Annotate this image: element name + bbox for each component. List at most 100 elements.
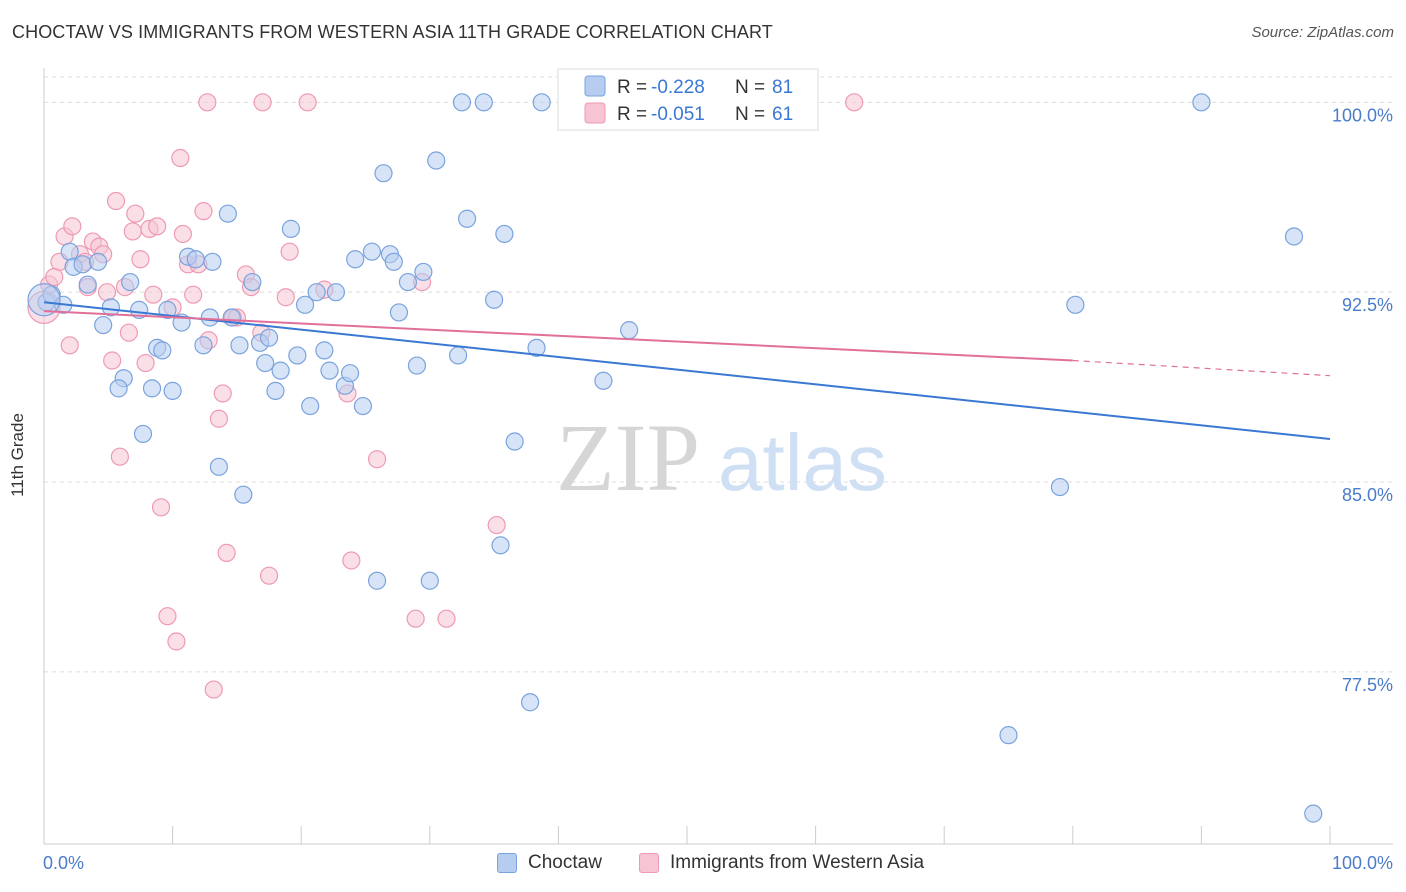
choctaw-point-5 xyxy=(73,255,92,274)
choctaw-point-19 xyxy=(163,381,182,400)
choctaw-point-36 xyxy=(271,361,290,380)
immigrants-point-58 xyxy=(298,93,317,112)
choctaw-point-44 xyxy=(326,283,346,302)
immigrants-point-38 xyxy=(213,384,232,403)
legend-item-immigrants: Immigrants from Western Asia xyxy=(639,852,924,874)
immigrants-point-36 xyxy=(204,680,223,699)
choctaw-point-22 xyxy=(186,250,205,269)
legend-r-value-2: -0.051 xyxy=(651,104,705,125)
immigrants-point-56 xyxy=(198,93,217,112)
choctaw-point-34 xyxy=(259,328,279,347)
choctaw-point-55 xyxy=(398,272,418,292)
choctaw-point-17 xyxy=(153,341,172,360)
immigrants-point-29 xyxy=(171,148,190,168)
choctaw-point-62 xyxy=(457,209,477,228)
immigrants-trend-extension xyxy=(1072,359,1331,377)
immigrants-point-30 xyxy=(173,224,192,244)
y-tick-label-3: 100.0% xyxy=(1332,105,1393,125)
choctaw-point-43 xyxy=(320,361,339,380)
immigrants-point-52 xyxy=(406,609,425,628)
immigrants-point-50 xyxy=(342,551,361,570)
choctaw-point-54 xyxy=(389,303,409,322)
choctaw-point-66 xyxy=(491,536,510,555)
choctaw-point-67 xyxy=(505,432,524,451)
choctaw-point-6 xyxy=(78,275,97,294)
immigrants-point-39 xyxy=(217,543,236,562)
immigrants-point-57 xyxy=(253,93,272,112)
choctaw-point-65 xyxy=(495,224,514,244)
choctaw-point-71 xyxy=(594,371,613,390)
axes xyxy=(43,68,1393,845)
choctaw-point-48 xyxy=(353,396,373,416)
choctaw-point-39 xyxy=(295,295,315,314)
immigrants-point-1 xyxy=(45,267,64,287)
choctaw-point-8 xyxy=(94,315,113,335)
choctaw-point-46 xyxy=(340,364,360,383)
legend-r-label-1: R = xyxy=(617,77,647,98)
immigrants-point-45 xyxy=(259,566,279,585)
choctaw-point-57 xyxy=(414,262,433,282)
choctaw-point-25 xyxy=(203,252,222,271)
immigrants-point-32 xyxy=(184,285,203,304)
choctaw-point-29 xyxy=(230,336,249,355)
immigrants-point-4 xyxy=(60,336,79,355)
choctaw-point-38 xyxy=(288,346,307,365)
choctaw-point-80 xyxy=(27,283,61,317)
choctaw-point-11 xyxy=(109,379,128,398)
choctaw-point-53 xyxy=(384,252,403,271)
choctaw-point-24 xyxy=(200,308,219,327)
choctaw-point-35 xyxy=(266,381,285,400)
choctaw-point-27 xyxy=(218,204,237,223)
choctaw-point-30 xyxy=(234,485,253,504)
choctaw-point-41 xyxy=(307,283,326,302)
legend-n-label-1: N = xyxy=(735,77,765,98)
choctaw-point-42 xyxy=(315,341,334,360)
immigrants-point-14 xyxy=(106,191,126,211)
immigrants-point-17 xyxy=(119,323,138,342)
choctaw-point-9 xyxy=(101,298,120,317)
y-tick-label-0: 77.5% xyxy=(1342,675,1393,695)
immigrants-point-18 xyxy=(123,222,142,241)
legend-r-label-2: R = xyxy=(617,104,647,125)
choctaw-point-79 xyxy=(1304,804,1323,823)
choctaw-point-50 xyxy=(367,571,387,590)
immigrants-point-46 xyxy=(276,288,295,307)
y-tick-labels: 77.5% 85.0% 92.5% 100.0% xyxy=(1332,105,1393,695)
legend-item-choctaw: Choctaw xyxy=(497,852,602,874)
choctaw-point-33 xyxy=(256,353,275,373)
immigrants-point-55 xyxy=(487,515,506,535)
correlation-legend: R = -0.228 N = 81 R = -0.051 N = 61 xyxy=(557,68,819,131)
choctaw-point-13 xyxy=(130,300,149,319)
choctaw-point-12 xyxy=(121,272,140,292)
immigrants-point-19 xyxy=(126,204,145,223)
legend-swatch-choctaw xyxy=(584,75,606,97)
immigrants-point-37 xyxy=(209,409,228,428)
choctaw-point-49 xyxy=(362,242,382,261)
series-legend: Choctaw Immigrants from Western Asia xyxy=(0,852,1406,878)
choctaw-point-64 xyxy=(485,290,504,309)
choctaw-point-47 xyxy=(346,250,365,269)
choctaw-point-68 xyxy=(521,693,540,712)
choctaw-point-26 xyxy=(209,457,228,476)
legend-swatch-immigrants xyxy=(584,102,606,124)
legend-label-choctaw: Choctaw xyxy=(528,852,602,873)
choctaw-point-63 xyxy=(474,93,493,112)
choctaw-point-69 xyxy=(527,338,546,357)
choctaw-point-15 xyxy=(142,379,162,398)
immigrants-point-53 xyxy=(437,609,456,628)
legend-swatch-immigrants-bottom xyxy=(639,853,659,873)
choctaw-point-75 xyxy=(1050,477,1070,497)
immigrants-point-20 xyxy=(131,250,150,269)
immigrants-point-15 xyxy=(110,447,129,466)
choctaw-point-23 xyxy=(194,336,213,355)
x-tick-label-max: 100.0% xyxy=(1332,853,1393,873)
immigrants-point-13 xyxy=(103,351,122,370)
choctaw-point-58 xyxy=(420,571,439,590)
immigrants-trend-line xyxy=(43,310,1073,362)
immigrants-point-51 xyxy=(367,450,387,469)
choctaw-trend-line xyxy=(43,301,1331,440)
chart-source: Source: ZipAtlas.com xyxy=(1251,24,1394,41)
trend-lines xyxy=(43,301,1331,440)
series-choctaw-points xyxy=(27,93,1323,823)
legend-r-value-1: -0.228 xyxy=(651,77,705,98)
